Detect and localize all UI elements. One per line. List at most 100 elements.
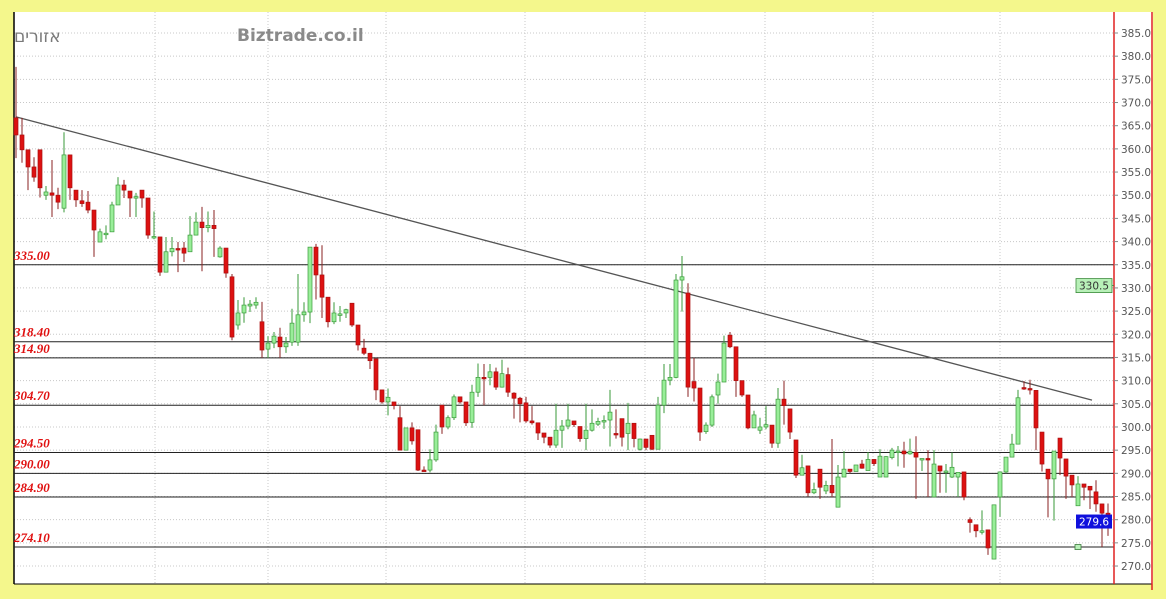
candle-body bbox=[403, 427, 409, 451]
candle-body bbox=[451, 396, 457, 419]
candle-body bbox=[343, 309, 349, 314]
candle-body bbox=[631, 422, 637, 439]
y-tick-label: 315.0 bbox=[1121, 352, 1151, 364]
candle-body bbox=[469, 391, 475, 423]
candle-body bbox=[421, 469, 427, 472]
candle-body bbox=[961, 471, 967, 498]
candle-body bbox=[937, 465, 943, 472]
candle-body bbox=[757, 426, 763, 431]
candle-body bbox=[259, 321, 265, 351]
candle-body bbox=[1081, 483, 1087, 488]
candle-body bbox=[673, 279, 679, 378]
y-tick-label: 385.0 bbox=[1121, 28, 1151, 40]
candle-body bbox=[1027, 388, 1033, 391]
candle-body bbox=[1021, 387, 1027, 390]
candle-body bbox=[463, 401, 469, 424]
candle-body bbox=[409, 427, 415, 442]
zones-label: אזורים bbox=[14, 27, 61, 47]
candle-body bbox=[427, 459, 433, 471]
candle-body bbox=[1075, 483, 1081, 507]
candle-body bbox=[763, 424, 769, 428]
candle-body bbox=[553, 429, 559, 446]
plot-area bbox=[14, 12, 1153, 584]
candle-body bbox=[1003, 456, 1009, 473]
candle-body bbox=[733, 346, 739, 381]
candle-body bbox=[493, 371, 499, 388]
candle-body bbox=[841, 468, 847, 478]
candle-body bbox=[277, 336, 283, 348]
candle-body bbox=[799, 467, 805, 476]
candle-body bbox=[1099, 503, 1105, 514]
candle-body bbox=[31, 166, 37, 178]
marker-price-box bbox=[1075, 278, 1113, 294]
candle-body bbox=[607, 411, 613, 421]
candle-body bbox=[661, 379, 667, 406]
small-marker bbox=[1074, 544, 1082, 550]
candle-body bbox=[475, 377, 481, 393]
y-tick-label: 290.0 bbox=[1121, 468, 1151, 480]
candle-body bbox=[115, 184, 121, 206]
candle-body bbox=[37, 149, 43, 189]
candle-body bbox=[1045, 468, 1051, 480]
candle-body bbox=[319, 274, 325, 298]
candle-body bbox=[415, 429, 421, 471]
candle-body bbox=[103, 232, 109, 236]
candle-body bbox=[1033, 390, 1039, 429]
candle-body bbox=[187, 234, 193, 253]
candle-body bbox=[1009, 443, 1015, 458]
candle-body bbox=[847, 468, 853, 472]
candle-body bbox=[85, 201, 91, 211]
last-price-box bbox=[1076, 514, 1112, 529]
y-tick-label: 325.0 bbox=[1121, 306, 1151, 318]
candle-body bbox=[43, 191, 49, 196]
level-label: 290.00 bbox=[13, 456, 50, 471]
trendline bbox=[15, 116, 1093, 401]
candle-body bbox=[457, 396, 463, 403]
y-tick-label: 380.0 bbox=[1121, 51, 1151, 63]
candle-body bbox=[145, 197, 151, 236]
candle-body bbox=[433, 431, 439, 461]
y-tick-label: 335.0 bbox=[1121, 260, 1151, 272]
candle-body bbox=[985, 529, 991, 549]
candle-body bbox=[649, 434, 655, 450]
candle-body bbox=[721, 342, 727, 383]
candle-body bbox=[247, 303, 253, 307]
level-label: 318.40 bbox=[13, 325, 50, 340]
candle-body bbox=[745, 394, 751, 429]
y-tick-label: 365.0 bbox=[1121, 121, 1151, 133]
candle-body bbox=[703, 424, 709, 432]
candle-body bbox=[751, 414, 757, 429]
candle-body bbox=[163, 251, 169, 273]
y-tick-label: 275.0 bbox=[1121, 538, 1151, 550]
candle-body bbox=[265, 342, 271, 350]
candle-body bbox=[181, 247, 187, 254]
candle-body bbox=[625, 422, 631, 434]
y-tick-label: 360.0 bbox=[1121, 144, 1151, 156]
brand-watermark: Biztrade.co.il bbox=[237, 26, 364, 46]
candle-body bbox=[25, 149, 31, 168]
candle-body bbox=[787, 408, 793, 433]
candle-body bbox=[1063, 458, 1069, 477]
candle-body bbox=[337, 313, 343, 316]
candle-body bbox=[583, 429, 589, 439]
candle-body bbox=[391, 401, 397, 407]
y-tick-label: 330.0 bbox=[1121, 283, 1151, 295]
candle-body bbox=[973, 524, 979, 532]
candle-body bbox=[865, 459, 871, 471]
candle-body bbox=[205, 225, 211, 229]
candle-body bbox=[775, 398, 781, 444]
candle-body bbox=[55, 194, 61, 203]
candle-body bbox=[619, 418, 625, 438]
candle-body bbox=[19, 134, 25, 151]
candle-body bbox=[361, 347, 367, 354]
candle-body bbox=[379, 389, 385, 403]
candle-body bbox=[175, 248, 181, 251]
candle-body bbox=[919, 458, 925, 461]
candle-body bbox=[133, 196, 139, 199]
candle-body bbox=[331, 312, 337, 323]
y-tick-label: 310.0 bbox=[1121, 376, 1151, 388]
candle-body bbox=[691, 381, 697, 389]
candle-body bbox=[793, 439, 799, 476]
y-tick-label: 375.0 bbox=[1121, 74, 1151, 86]
